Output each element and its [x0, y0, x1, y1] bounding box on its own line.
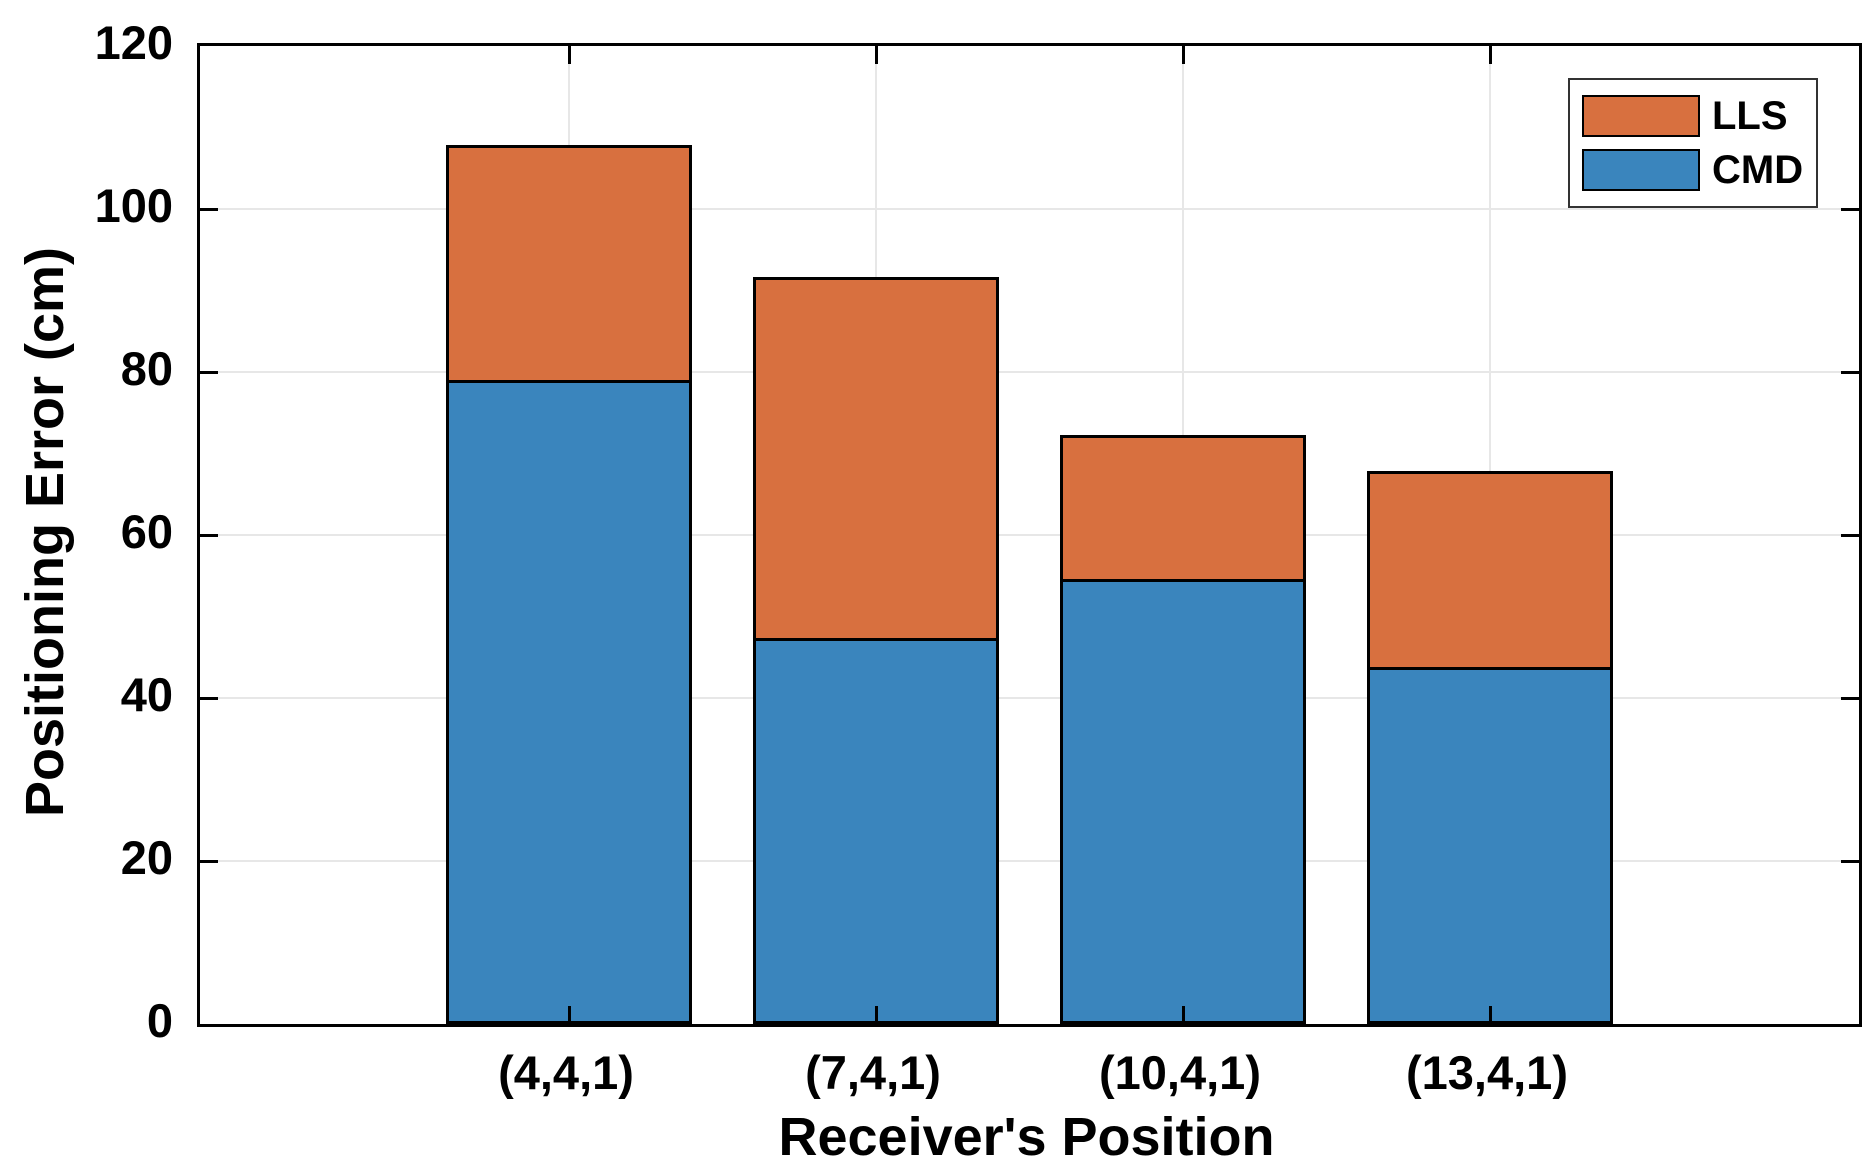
- y-tick-label-60: 60: [120, 505, 173, 558]
- legend-label-cmd: CMD: [1712, 148, 1804, 192]
- x-tick-top-(10,4,1): [1181, 46, 1185, 64]
- bar-(7,4,1)-lls: [753, 276, 999, 638]
- x-tick-top-(13,4,1): [1488, 46, 1492, 64]
- bar-(13,4,1)-lls: [1367, 470, 1613, 668]
- gridline-horizontal-100: [200, 208, 1859, 210]
- x-tick-bottom-(13,4,1): [1488, 1006, 1492, 1024]
- y-tick-left-20: [200, 859, 218, 863]
- x-tick-label-(4,4,1): (4,4,1): [498, 1046, 634, 1099]
- x-tick-top-(7,4,1): [874, 46, 878, 64]
- y-tick-label-0: 0: [146, 994, 173, 1047]
- bar-(10,4,1)-cmd: [1060, 579, 1306, 1024]
- y-tick-right-100: [1841, 207, 1859, 211]
- y-tick-label-120: 120: [94, 16, 173, 69]
- legend-row-cmd: CMD: [1582, 149, 1804, 191]
- gridline-horizontal-80: [200, 371, 1859, 373]
- y-tick-label-100: 100: [94, 179, 173, 232]
- y-tick-left-100: [200, 207, 218, 211]
- x-tick-bottom-(7,4,1): [874, 1006, 878, 1024]
- y-tick-right-60: [1841, 533, 1859, 537]
- y-tick-left-40: [200, 696, 218, 700]
- x-tick-label-(10,4,1): (10,4,1): [1099, 1046, 1261, 1099]
- y-tick-left-80: [200, 370, 218, 374]
- y-tick-right-80: [1841, 370, 1859, 374]
- legend-row-lls: LLS: [1582, 95, 1804, 137]
- legend-label-lls: LLS: [1712, 94, 1788, 138]
- x-tick-label-(7,4,1): (7,4,1): [805, 1046, 941, 1099]
- bar-(13,4,1)-cmd: [1367, 667, 1613, 1024]
- bar-(7,4,1)-cmd: [753, 637, 999, 1024]
- gridline-horizontal-40: [200, 697, 1859, 699]
- y-tick-label-80: 80: [120, 342, 173, 395]
- x-tick-label-(13,4,1): (13,4,1): [1406, 1046, 1568, 1099]
- y-tick-right-40: [1841, 696, 1859, 700]
- x-tick-bottom-(4,4,1): [567, 1006, 571, 1024]
- bar-(10,4,1)-lls: [1060, 434, 1306, 579]
- y-tick-label-20: 20: [120, 831, 173, 884]
- legend: LLS CMD: [1568, 78, 1818, 208]
- gridline-horizontal-20: [200, 860, 1859, 862]
- bar-(4,4,1)-cmd: [446, 380, 692, 1024]
- y-tick-left-60: [200, 533, 218, 537]
- bar-(4,4,1)-lls: [446, 144, 692, 381]
- y-tick-right-20: [1841, 859, 1859, 863]
- gridline-horizontal-60: [200, 534, 1859, 536]
- plot-area: LLS CMD: [197, 43, 1862, 1027]
- legend-swatch-cmd: [1582, 149, 1700, 191]
- y-tick-label-40: 40: [120, 668, 173, 721]
- x-axis-label: Receiver's Position: [778, 1107, 1275, 1167]
- x-tick-bottom-(10,4,1): [1181, 1006, 1185, 1024]
- legend-swatch-lls: [1582, 95, 1700, 137]
- x-tick-top-(4,4,1): [567, 46, 571, 64]
